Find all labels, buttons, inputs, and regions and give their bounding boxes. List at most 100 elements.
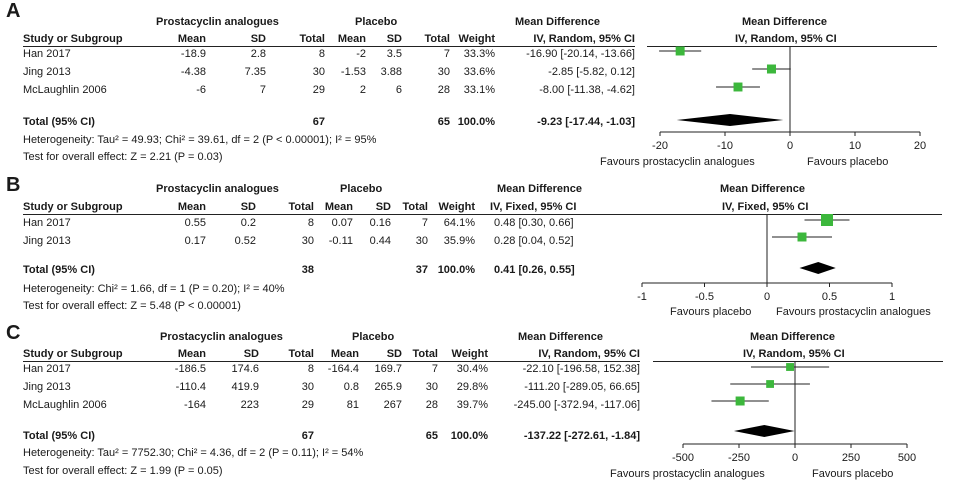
x-tick-label: -250 <box>728 452 750 464</box>
ctrl-sd-header: SD <box>386 348 402 360</box>
x-tick-label: 0 <box>792 452 798 464</box>
ctrl-mean: 2 <box>359 84 366 96</box>
weight: 33.6% <box>463 66 495 78</box>
md-title: Mean Difference <box>515 16 600 28</box>
study-header: Study or Subgroup <box>23 33 123 45</box>
favours-right: Favours placebo <box>812 468 894 480</box>
ci-text: -22.10 [-196.58, 152.38] <box>522 363 640 375</box>
overall-effect: Test for overall effect: Z = 1.99 (P = 0… <box>23 465 223 477</box>
exp-total-header: Total <box>299 33 325 45</box>
group-exp-header: Prostacyclin analogues <box>156 183 279 195</box>
group-ctrl-header: Placebo <box>340 183 383 195</box>
x-tick-label: -10 <box>717 140 733 152</box>
md-title: Mean Difference <box>497 183 582 195</box>
total-label: Total (95% CI) <box>23 264 95 276</box>
favours-right: Favours placebo <box>807 156 889 168</box>
ctrl-total-header: Total <box>424 33 450 45</box>
plot-header-rule <box>597 214 942 215</box>
exp-total: 67 <box>312 116 325 128</box>
effect-marker <box>766 64 776 74</box>
total-label: Total (95% CI) <box>23 430 95 442</box>
ctrl-mean: 81 <box>346 399 359 411</box>
x-tick-label: 10 <box>849 140 861 152</box>
exp-total: 67 <box>301 430 314 442</box>
plot-header-rule <box>647 46 937 47</box>
pooled-diamond <box>733 425 795 437</box>
plot-header-rule <box>653 361 943 362</box>
exp-sd-header: SD <box>250 33 266 45</box>
md-title: Mean Difference <box>518 331 603 343</box>
md-method-header: IV, Fixed, 95% CI <box>490 201 577 213</box>
x-tick-label: 0 <box>787 140 793 152</box>
effect-marker <box>675 46 685 56</box>
plot-method-header: IV, Random, 95% CI <box>735 33 837 45</box>
exp-total: 29 <box>301 399 314 411</box>
ctrl-total: 65 <box>425 430 438 442</box>
panel-label: A <box>6 0 21 22</box>
study-name: Han 2017 <box>23 48 71 60</box>
overall-effect: Test for overall effect: Z = 5.48 (P < 0… <box>23 300 241 312</box>
study-header: Study or Subgroup <box>23 201 123 213</box>
header-rule <box>23 214 603 215</box>
ci-text: -16.90 [-20.14, -13.66] <box>526 48 635 60</box>
effect-marker <box>786 363 794 371</box>
weight: 29.8% <box>456 381 488 393</box>
weight: 33.1% <box>463 84 495 96</box>
x-tick-label: 500 <box>898 452 916 464</box>
weight-header: Weight <box>451 348 488 360</box>
ctrl-sd-header: SD <box>375 201 391 213</box>
ctrl-mean: 0.07 <box>331 217 353 229</box>
ctrl-mean: -1.53 <box>340 66 366 78</box>
heterogeneity: Heterogeneity: Chi² = 1.66, df = 1 (P = … <box>23 283 285 295</box>
study-name: McLaughlin 2006 <box>23 399 107 411</box>
exp-mean: -6 <box>196 84 206 96</box>
exp-total: 30 <box>301 381 314 393</box>
weight: 100.0% <box>437 264 475 276</box>
exp-total-header: Total <box>288 201 314 213</box>
exp-sd: 7 <box>259 84 266 96</box>
study-name: Jing 2013 <box>23 381 71 393</box>
ci-text: -245.00 [-372.94, -117.06] <box>513 399 640 411</box>
ctrl-sd: 265.9 <box>374 381 402 393</box>
weight: 64.1% <box>443 217 475 229</box>
effect-marker <box>821 214 833 226</box>
ctrl-mean: -2 <box>356 48 366 60</box>
ci-text: -8.00 [-11.38, -4.62] <box>539 84 635 96</box>
exp-sd: 2.8 <box>250 48 266 60</box>
pooled-diamond <box>799 262 836 274</box>
panel-label: C <box>6 322 21 344</box>
exp-mean: 0.17 <box>184 235 206 247</box>
plot-method-header: IV, Fixed, 95% CI <box>722 201 809 213</box>
effect-marker <box>797 232 807 242</box>
study-name: Jing 2013 <box>23 66 71 78</box>
x-tick-label: 250 <box>842 452 860 464</box>
ctrl-total: 7 <box>421 217 428 229</box>
total-label: Total (95% CI) <box>23 116 95 128</box>
exp-sd: 0.52 <box>234 235 256 247</box>
ctrl-total: 28 <box>425 399 438 411</box>
ci-text: 0.41 [0.26, 0.55] <box>494 264 575 276</box>
panel-b: B Prostacyclin analogues Placebo Mean Di… <box>6 174 942 318</box>
x-tick-label: 20 <box>914 140 926 152</box>
heterogeneity: Heterogeneity: Tau² = 49.93; Chi² = 39.6… <box>23 134 377 146</box>
favours-left: Favours prostacyclin analogues <box>610 468 765 480</box>
exp-sd: 419.9 <box>231 381 259 393</box>
exp-mean-header: Mean <box>177 201 206 213</box>
exp-mean-header: Mean <box>177 33 206 45</box>
study-name: Han 2017 <box>23 363 71 375</box>
exp-sd-header: SD <box>243 348 259 360</box>
ctrl-total-header: Total <box>412 348 438 360</box>
study-name: Jing 2013 <box>23 235 71 247</box>
favours-left: Favours prostacyclin analogues <box>600 156 755 168</box>
md-method-header: IV, Random, 95% CI <box>538 348 640 360</box>
heterogeneity: Heterogeneity: Tau² = 7752.30; Chi² = 4.… <box>23 447 364 459</box>
ctrl-total: 28 <box>437 84 450 96</box>
weight-header: Weight <box>438 201 475 213</box>
ctrl-total: 37 <box>415 264 428 276</box>
exp-mean: -186.5 <box>174 363 206 375</box>
exp-sd-header: SD <box>240 201 256 213</box>
x-tick-label: -500 <box>672 452 694 464</box>
ctrl-sd: 169.7 <box>374 363 402 375</box>
ci-text: -9.23 [-17.44, -1.03] <box>537 116 635 128</box>
